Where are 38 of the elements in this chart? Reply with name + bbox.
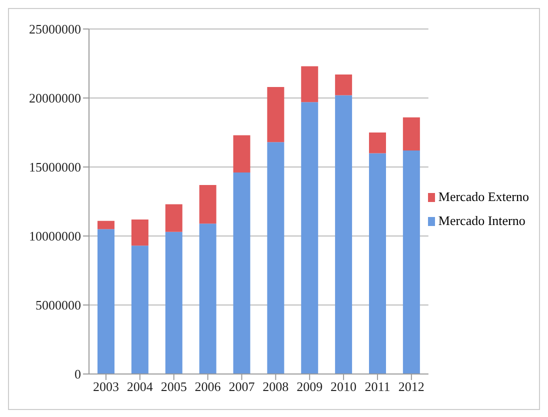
x-tick-label: 2006 [194, 379, 222, 394]
bar [335, 74, 352, 96]
bar [199, 184, 216, 224]
y-tick-label: 10000000 [29, 228, 81, 244]
bar [233, 135, 250, 173]
bar [97, 229, 114, 374]
x-tick-label: 2011 [364, 379, 390, 394]
y-tick-label: 5000000 [36, 298, 81, 313]
x-tick-label: 2012 [398, 379, 424, 394]
x-tick-label: 2010 [330, 379, 357, 394]
bar [131, 246, 148, 374]
bar [402, 117, 420, 150]
bar [267, 86, 284, 142]
y-tick-label: 15000000 [29, 160, 81, 175]
legend-label: Mercado Interno [438, 213, 526, 229]
x-tick-label: 2005 [160, 379, 187, 394]
bar [165, 232, 182, 374]
bar [199, 224, 216, 374]
bar [165, 204, 182, 232]
y-tick-label: 20000000 [29, 90, 81, 106]
x-tick-label: 2007 [228, 379, 256, 394]
bar [233, 172, 250, 374]
bar [267, 142, 284, 374]
x-tick-label: 2008 [262, 379, 289, 394]
bar [368, 153, 386, 374]
bar [301, 66, 318, 102]
bar [368, 132, 386, 154]
y-tick-label: 0 [74, 366, 81, 382]
legend-label: Mercado Externo [438, 189, 529, 205]
x-tick-label: 2009 [296, 379, 323, 394]
bar [335, 95, 352, 374]
x-tick-label: 2003 [92, 379, 119, 394]
bar [131, 219, 148, 246]
x-tick-label: 2004 [126, 379, 154, 394]
bar [402, 150, 420, 374]
bar [97, 220, 114, 230]
bar [301, 102, 318, 374]
y-tick-label: 25000000 [29, 22, 81, 37]
